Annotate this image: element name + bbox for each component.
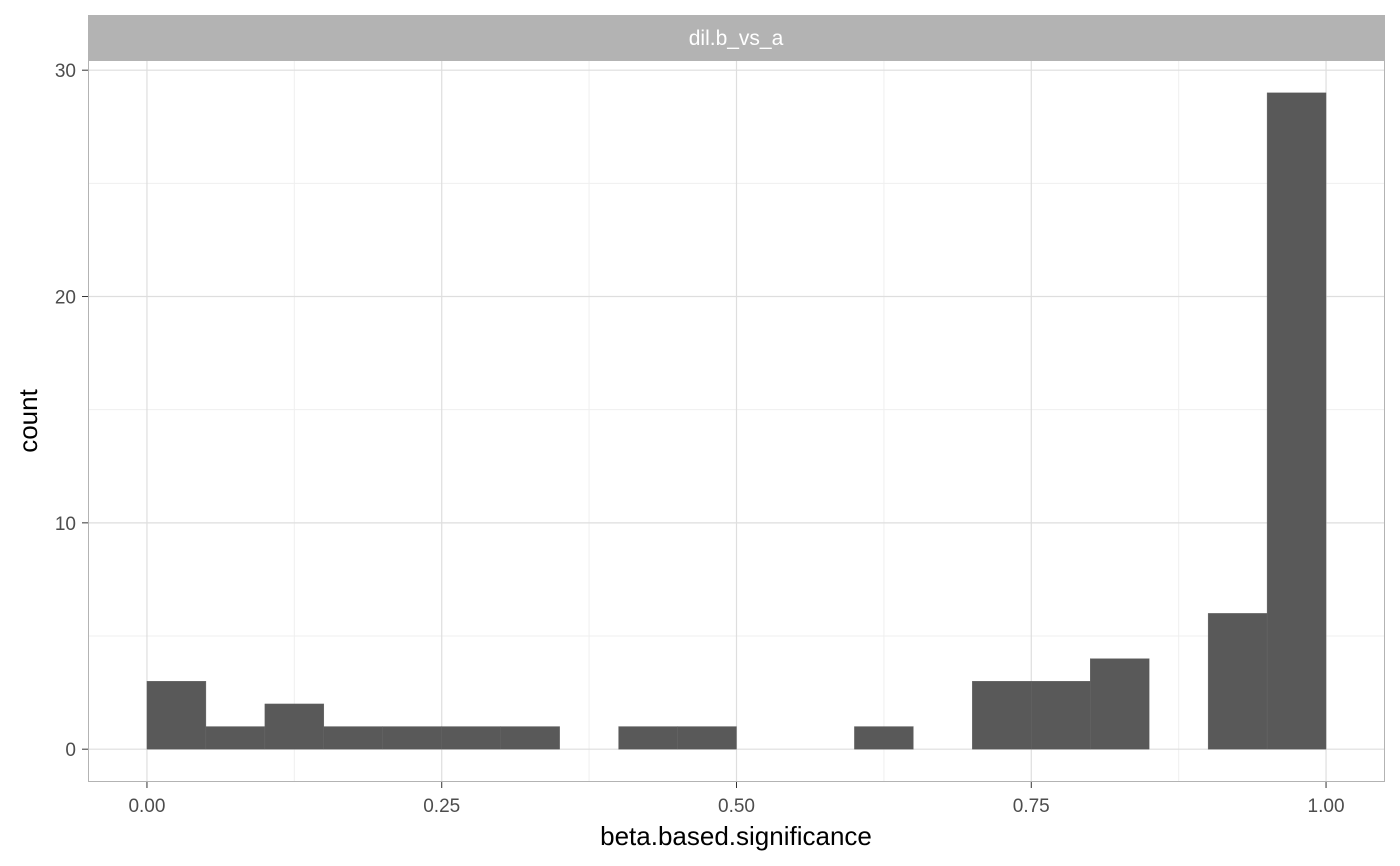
x-axis-title: beta.based.significance [600,821,872,851]
x-axis: 0.00 0.25 0.50 0.75 1.00 [128,782,1345,817]
histogram-bar [323,726,383,750]
histogram-bar [1031,681,1091,750]
histogram-bar [205,726,266,750]
facet-label: dil.b_vs_a [689,27,784,50]
histogram-bar [854,726,914,750]
panel-border [88,60,1385,782]
x-tick-label: 1.00 [1308,796,1345,817]
y-axis: 0 10 20 30 [55,61,88,761]
histogram-bars [146,92,1327,750]
histogram-bar [146,681,207,750]
x-tick-label: 0.50 [718,796,755,817]
histogram-bar [382,726,442,750]
y-axis-title: count [13,388,43,452]
x-tick-label: 0.75 [1013,796,1050,817]
y-tick-label: 30 [55,61,76,82]
histogram-bar [500,726,560,750]
histogram-bar [441,726,501,750]
strip-background [88,15,1385,60]
x-tick-label: 0.25 [423,796,460,817]
histogram-bar [1090,658,1150,750]
y-tick-label: 0 [65,740,76,761]
histogram-bar [1207,613,1268,750]
y-tick-label: 20 [55,288,76,309]
y-tick-label: 10 [55,514,76,535]
histogram-bar [1266,92,1327,750]
histogram-bar [972,681,1032,750]
histogram-bar [677,726,737,750]
histogram-bar [618,726,678,750]
x-tick-label: 0.00 [128,796,165,817]
histogram-bar [264,703,325,750]
